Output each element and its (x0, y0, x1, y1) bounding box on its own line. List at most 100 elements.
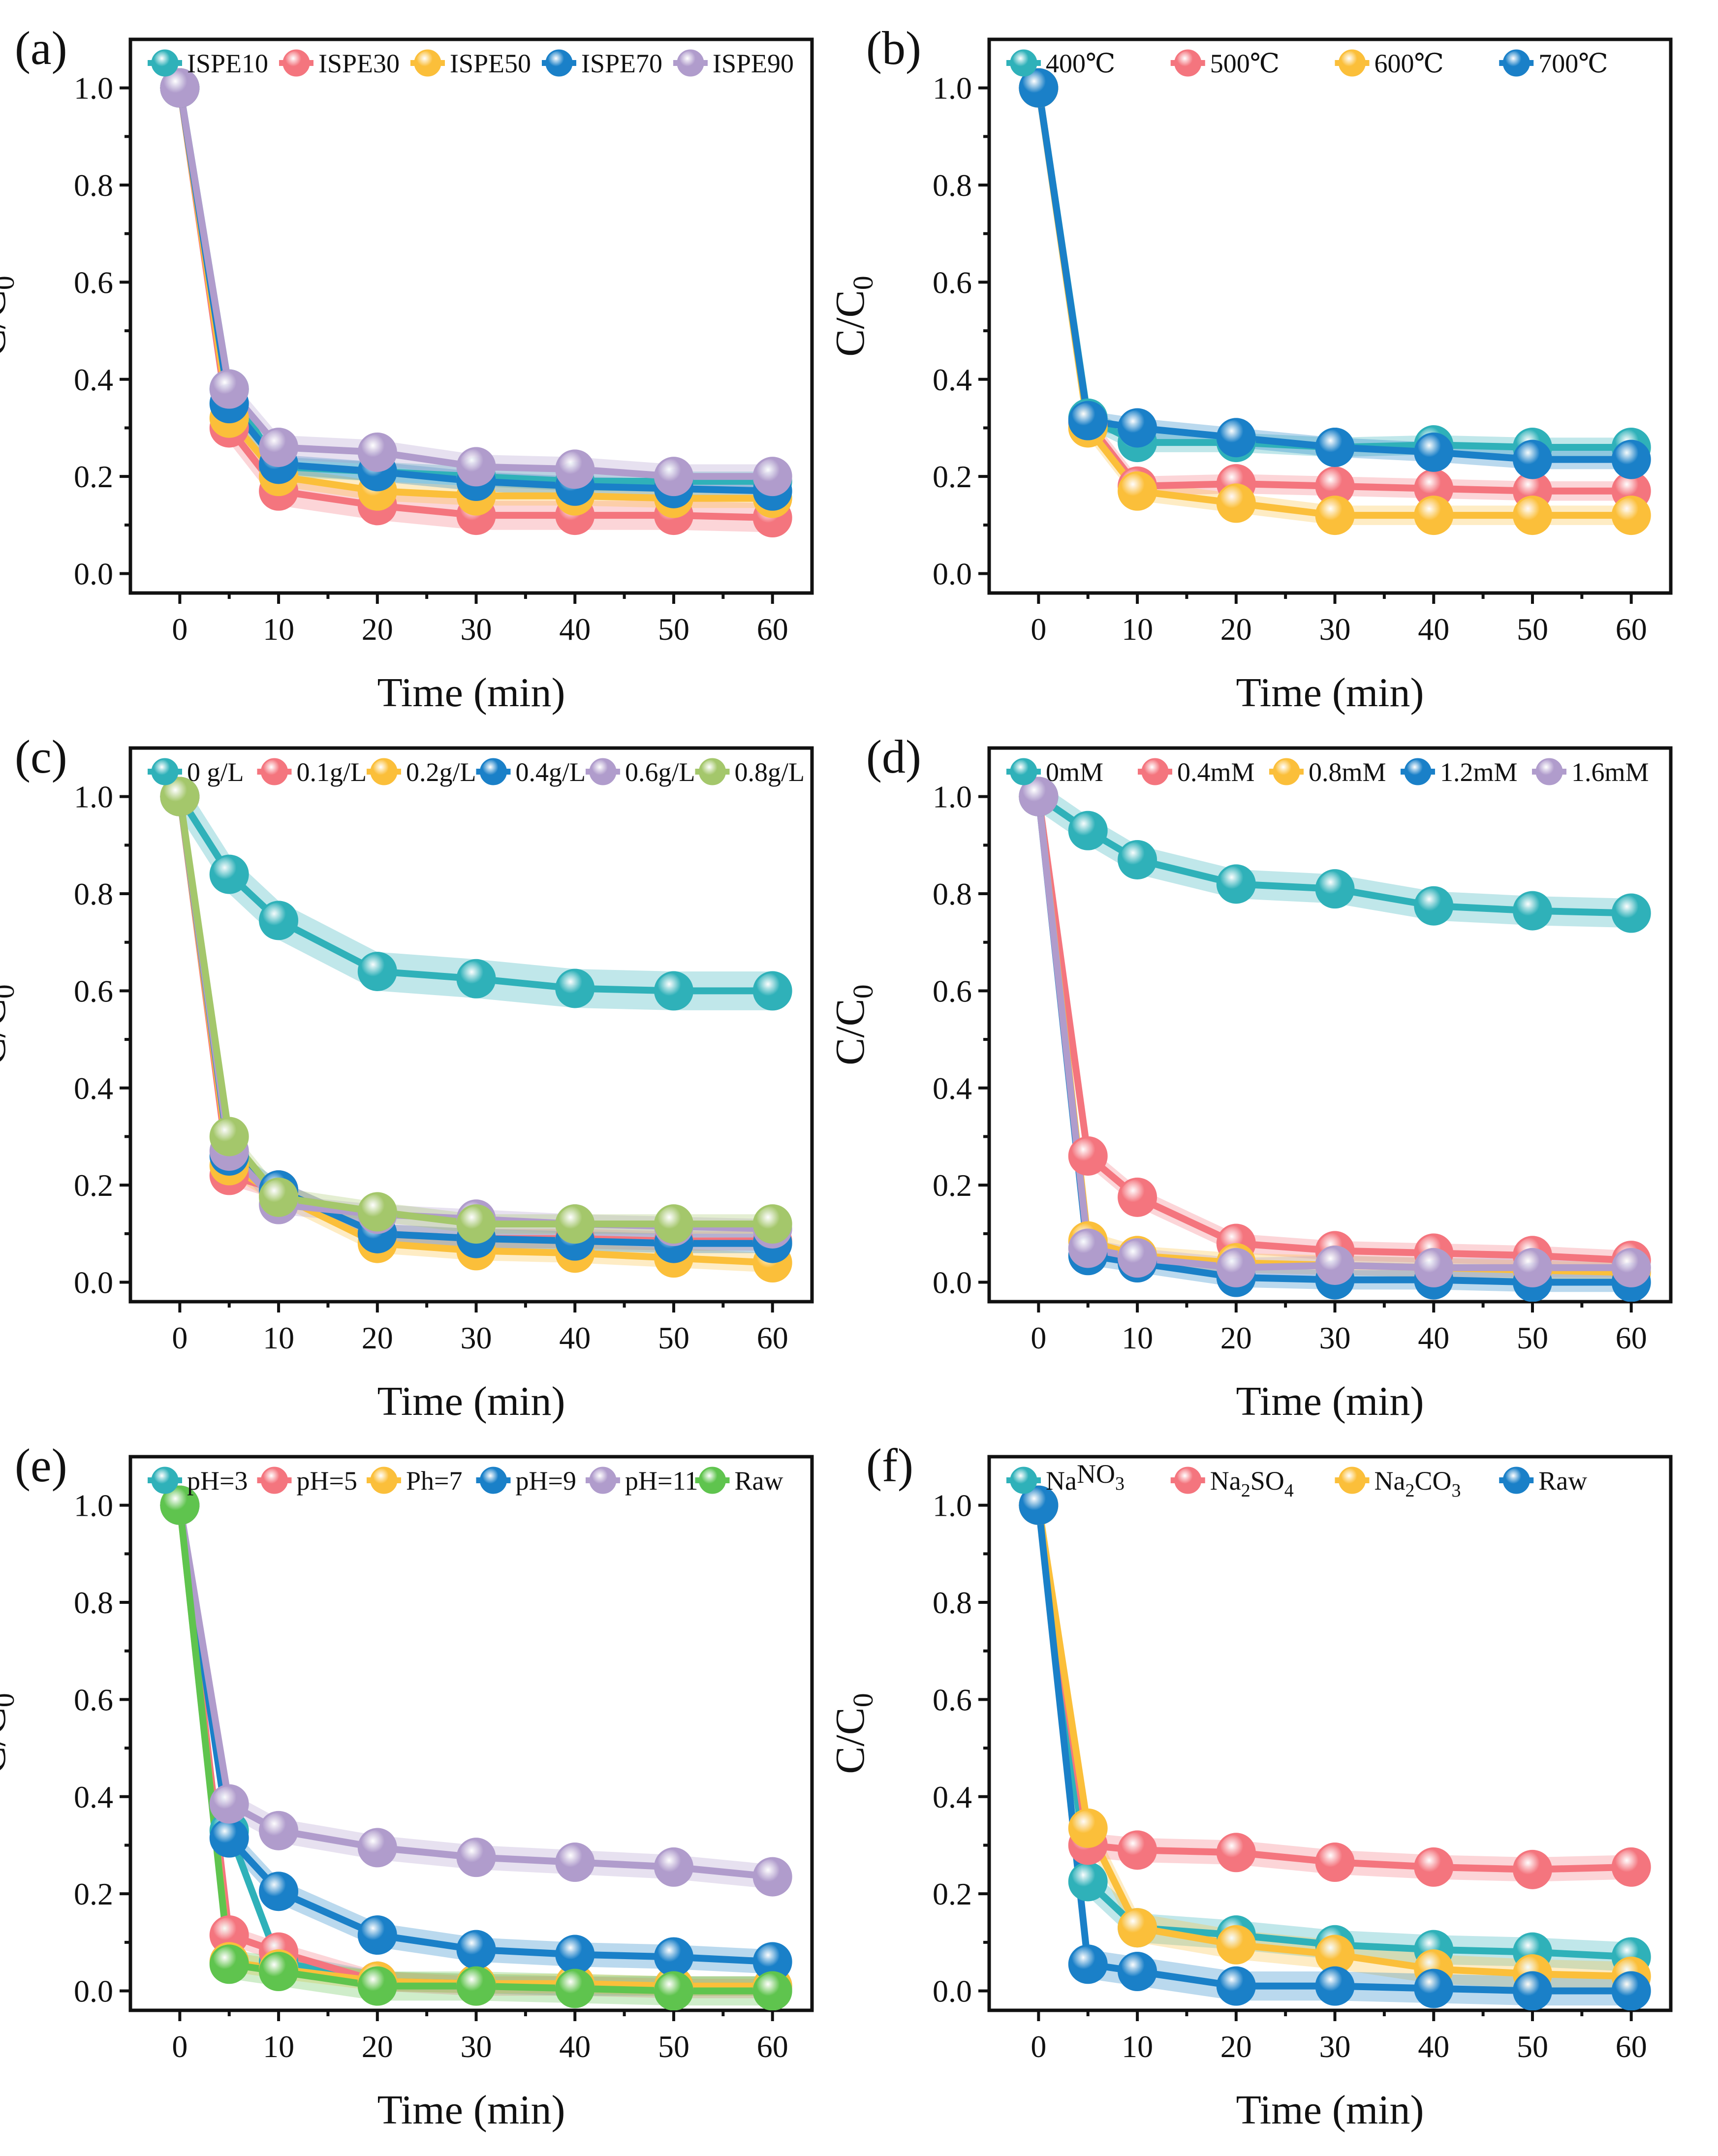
y-axis-title-main: C/C (827, 1707, 873, 1774)
data-point (1315, 427, 1355, 467)
data-point (1068, 1808, 1108, 1848)
data-point (456, 1204, 496, 1244)
x-tick-label: 50 (658, 612, 689, 647)
data-point (555, 1935, 595, 1974)
y-tick-label: 0.6 (74, 1682, 113, 1717)
y-tick-label: 0.4 (74, 362, 113, 397)
x-axis-title: Time (min) (377, 1378, 565, 1424)
y-tick-label: 0.4 (933, 1780, 972, 1814)
legend-marker (1502, 49, 1530, 77)
data-point (1068, 1228, 1108, 1268)
legend-entry-4: 0.6g/L (586, 757, 695, 787)
data-point (357, 1828, 397, 1868)
data-point (259, 1811, 299, 1850)
legend-entry-0: ISPE10 (148, 49, 268, 78)
legend-marker (545, 49, 573, 77)
y-tick-label: 0.8 (933, 876, 972, 911)
data-point (1414, 1847, 1454, 1887)
legend-label: 0.6g/L (625, 757, 695, 787)
x-tick-label: 60 (1616, 612, 1647, 647)
x-tick-label: 50 (1517, 612, 1548, 647)
x-tick-label: 0 (172, 2029, 187, 2064)
data-point (1611, 1971, 1651, 2010)
x-axis-title: Time (min) (377, 2087, 565, 2133)
data-point (160, 68, 200, 108)
y-tick-label: 0.8 (933, 168, 972, 203)
y-axis-title-sub: 0 (0, 984, 20, 999)
y-tick-label: 0.2 (933, 459, 972, 494)
error-band-1 (180, 1495, 773, 1999)
series-line-4 (176, 796, 773, 1232)
legend-marker (414, 49, 441, 77)
data-point (1414, 1969, 1454, 2008)
x-tick-label: 0 (1031, 612, 1046, 647)
legend-marker (699, 1467, 726, 1494)
legend-label: ISPE90 (713, 49, 794, 78)
legend-entry-0: 400℃ (1006, 49, 1115, 78)
legend-label: 700℃ (1538, 49, 1608, 78)
series-line-1 (176, 1504, 773, 1992)
legend-entry-0: 0mM (1006, 757, 1103, 787)
data-point (1216, 1833, 1256, 1873)
error-band-0 (180, 1495, 773, 1996)
legend-entry-3: 0.4g/L (476, 757, 586, 787)
legend-marker (1339, 1467, 1366, 1494)
x-axis-title: Time (min) (1236, 2087, 1424, 2133)
plot-frame (128, 1455, 814, 2012)
legend-label: 600℃ (1374, 49, 1444, 78)
legend-label: ISPE50 (450, 49, 531, 78)
legend-label-part: Na (1046, 1466, 1077, 1496)
y-tick-label: 0.6 (933, 265, 972, 300)
panel-letter: (d) (866, 730, 921, 783)
legend-entry-1: Na2SO4 (1170, 1466, 1294, 1501)
legend-entry-3: Raw (1499, 1466, 1587, 1496)
plot-frame (987, 746, 1673, 1304)
data-point (1019, 1485, 1059, 1525)
x-tick-label: 30 (461, 1320, 492, 1355)
x-tick-label: 20 (1220, 1320, 1252, 1355)
y-tick-label: 0.0 (933, 1974, 972, 2009)
data-point (456, 1930, 496, 1969)
data-point (357, 1915, 397, 1955)
data-point (1414, 432, 1454, 472)
legend-marker (589, 758, 617, 785)
data-point (654, 971, 693, 1011)
data-point (1068, 401, 1108, 440)
series-line-0 (176, 1504, 773, 1990)
data-point (752, 1971, 792, 2010)
error-band-4 (180, 76, 773, 489)
legend-marker (261, 1467, 288, 1494)
legend-label-sub: 2 (1241, 1480, 1250, 1501)
legend-label: 0mM (1046, 757, 1103, 787)
plot-area (160, 1485, 792, 2010)
y-tick-label: 0.4 (74, 1071, 113, 1106)
y-tick-label: 0.2 (74, 459, 113, 494)
x-tick-label: 40 (1418, 1320, 1449, 1355)
data-point (555, 1204, 595, 1244)
y-tick-label: 0.0 (933, 557, 972, 592)
legend-entry-1: pH=5 (257, 1466, 357, 1496)
series-line-0 (1035, 87, 1631, 451)
plot-frame (128, 37, 814, 595)
legend-entry-2: 600℃ (1335, 49, 1444, 78)
series-line-0 (1035, 1504, 1632, 1961)
chart-panel-b: (b) 0 10 20 30 40 50 60 0.0 0.2 0.4 0.6 0.8 1.0 Time (… (827, 22, 1673, 716)
x-tick-label: 20 (1220, 2029, 1252, 2064)
data-point (1216, 483, 1256, 523)
y-tick-label: 1.0 (74, 71, 113, 106)
error-band-0 (180, 777, 773, 1010)
legend-entry-3: 1.2mM (1401, 757, 1518, 787)
legend-marker (1339, 49, 1366, 77)
panel-letter: (e) (15, 1439, 67, 1492)
legend-label-part: CO (1414, 1466, 1451, 1496)
legend-entry-1: ISPE30 (279, 49, 400, 78)
y-axis-title: C/C0 (0, 1693, 20, 1774)
legend-label: 0.4g/L (516, 757, 586, 787)
legend-label: pH=3 (187, 1466, 248, 1496)
chart-panel-d: (d) 0 10 20 30 40 50 60 0.0 0.2 0.4 0.6 0.8 1.0 Time (… (827, 730, 1673, 1424)
x-tick-label: 10 (1122, 2029, 1153, 2064)
legend-label-sub: 3 (1451, 1480, 1461, 1501)
data-point (209, 1784, 249, 1824)
legend-marker (480, 1467, 507, 1494)
data-point (1414, 1248, 1454, 1287)
